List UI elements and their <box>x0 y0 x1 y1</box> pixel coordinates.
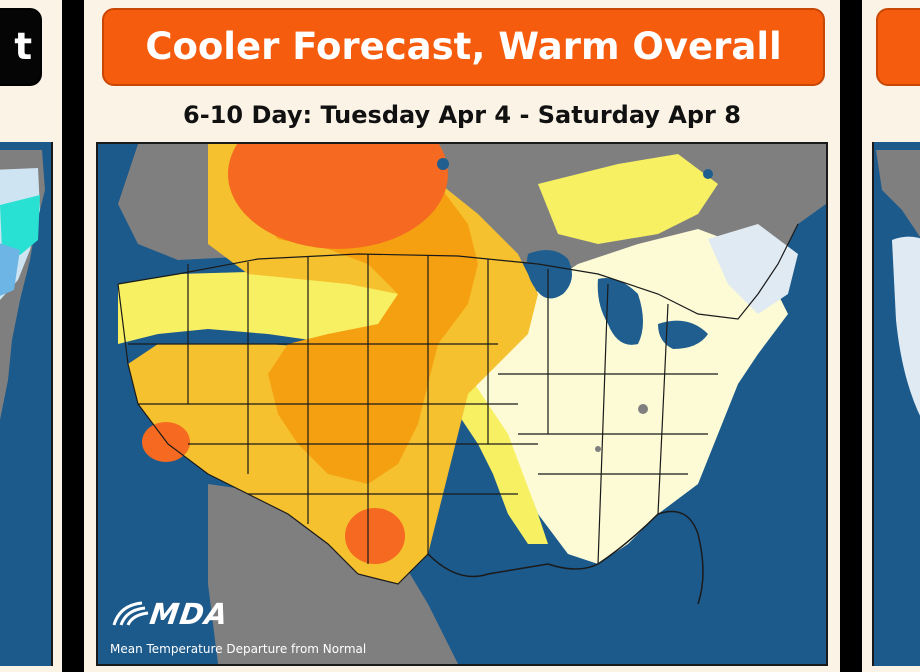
forecast-title-banner: Cooler Forecast, Warm Overall <box>102 8 825 86</box>
great-lakes <box>526 250 708 349</box>
map-caption: Mean Temperature Departure from Normal <box>110 642 367 656</box>
mda-logo: MDA <box>112 597 231 631</box>
left-banner-text: t <box>14 25 32 68</box>
center-forecast-panel: Cooler Forecast, Warm Overall 6-10 Day: … <box>84 0 840 672</box>
small-lake-north <box>437 158 449 170</box>
hot-north-region <box>228 144 448 249</box>
hot-south-region <box>345 508 405 564</box>
left-forecast-map <box>0 142 53 666</box>
right-forecast-banner <box>876 8 920 86</box>
mda-logo-icon <box>112 601 149 626</box>
map-svg <box>98 144 826 664</box>
left-forecast-banner: t <box>0 8 42 86</box>
forecast-date-range: 6-10 Day: Tuesday Apr 4 - Saturday Apr 8 <box>183 101 741 129</box>
cool-region <box>708 224 798 314</box>
state-borders <box>117 223 799 585</box>
warm-light-northeast <box>538 154 718 244</box>
left-forecast-panel: t <box>0 0 62 672</box>
mda-logo-text: MDA <box>147 597 231 631</box>
right-forecast-map <box>872 142 920 666</box>
coastline <box>427 510 704 605</box>
right-forecast-panel <box>862 0 920 672</box>
gray-dot-2 <box>595 446 601 452</box>
mexico-land <box>208 484 458 664</box>
temperature-departure-map: MDA Mean Temperature Departure from Norm… <box>96 142 828 666</box>
small-lake-northeast <box>703 169 713 179</box>
gray-dot-1 <box>638 404 648 414</box>
